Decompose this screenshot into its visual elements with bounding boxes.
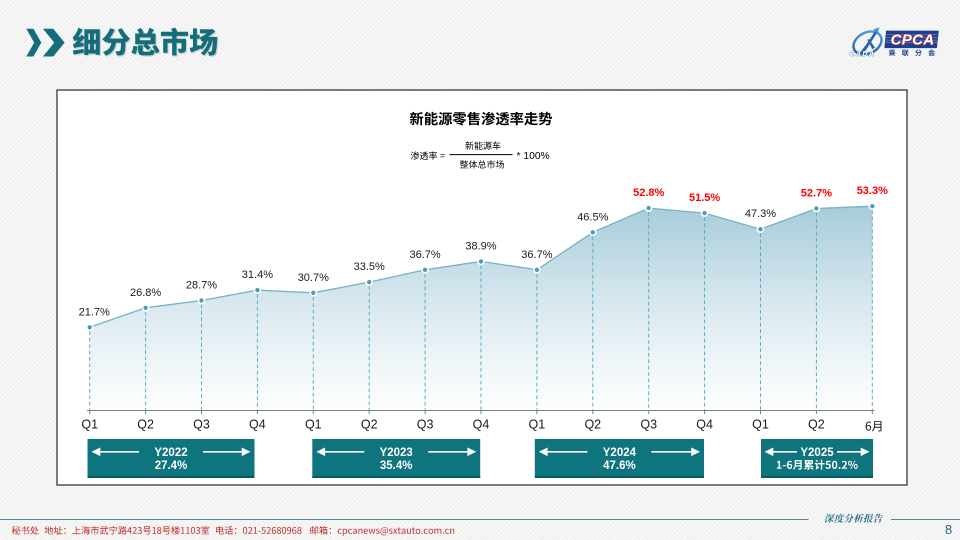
svg-text:51.5%: 51.5% bbox=[689, 192, 720, 204]
svg-text:Q1: Q1 bbox=[305, 418, 322, 432]
svg-text:Q2: Q2 bbox=[584, 418, 601, 432]
svg-text:52.7%: 52.7% bbox=[801, 188, 832, 200]
svg-text:47.6%: 47.6% bbox=[603, 460, 636, 472]
svg-text:* 100%: * 100% bbox=[517, 151, 550, 162]
svg-text:53.3%: 53.3% bbox=[857, 185, 888, 197]
svg-text:Q4: Q4 bbox=[249, 418, 266, 432]
svg-text:26.8%: 26.8% bbox=[130, 287, 161, 299]
svg-text:Y2022: Y2022 bbox=[154, 447, 187, 459]
svg-text:27.4%: 27.4% bbox=[155, 460, 188, 472]
svg-text:38.9%: 38.9% bbox=[465, 240, 496, 252]
svg-text:28.7%: 28.7% bbox=[186, 280, 217, 292]
svg-text:Q2: Q2 bbox=[808, 418, 825, 432]
svg-text:30.7%: 30.7% bbox=[298, 272, 329, 284]
svg-text:31.4%: 31.4% bbox=[242, 269, 273, 281]
svg-text:Y2024: Y2024 bbox=[603, 447, 637, 459]
svg-text:52.8%: 52.8% bbox=[633, 187, 664, 199]
svg-text:Q1: Q1 bbox=[81, 418, 98, 432]
svg-text:CPCA: CPCA bbox=[891, 32, 935, 49]
svg-text:Y2025: Y2025 bbox=[800, 447, 834, 459]
svg-text:21.7%: 21.7% bbox=[79, 306, 110, 318]
svg-text:46.5%: 46.5% bbox=[577, 211, 608, 223]
svg-text:Q3: Q3 bbox=[193, 418, 210, 432]
svg-text:Y2023: Y2023 bbox=[380, 447, 413, 459]
svg-text:35.4%: 35.4% bbox=[380, 460, 413, 472]
svg-text:33.5%: 33.5% bbox=[354, 261, 385, 273]
svg-text:Q1: Q1 bbox=[529, 418, 546, 432]
svg-text:47.3%: 47.3% bbox=[745, 208, 776, 220]
svg-text:Q3: Q3 bbox=[417, 418, 434, 432]
svg-text:8: 8 bbox=[945, 522, 952, 537]
svg-text:Q3: Q3 bbox=[640, 418, 657, 432]
svg-text:Q2: Q2 bbox=[137, 418, 154, 432]
svg-text:Q2: Q2 bbox=[361, 418, 378, 432]
svg-text:Q1: Q1 bbox=[752, 418, 769, 432]
svg-text:36.7%: 36.7% bbox=[409, 249, 440, 261]
svg-text:CADA: CADA bbox=[850, 51, 876, 58]
svg-text:Q4: Q4 bbox=[696, 418, 713, 432]
svg-text:Q4: Q4 bbox=[473, 418, 490, 432]
svg-text:36.7%: 36.7% bbox=[521, 249, 552, 261]
